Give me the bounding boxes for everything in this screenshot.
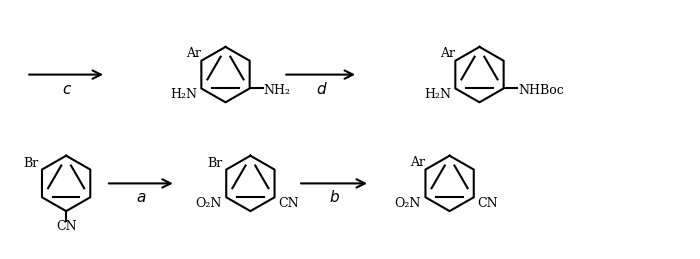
Text: c: c (62, 82, 70, 97)
Text: Ar: Ar (440, 47, 455, 60)
Text: Br: Br (208, 157, 223, 170)
Text: CN: CN (278, 197, 299, 210)
Text: O₂N: O₂N (195, 197, 221, 210)
Text: CN: CN (477, 197, 498, 210)
Text: a: a (136, 190, 146, 205)
Text: H₂N: H₂N (170, 88, 197, 101)
Text: Ar: Ar (410, 156, 425, 169)
Text: Br: Br (23, 157, 38, 170)
Text: H₂N: H₂N (424, 88, 451, 101)
Text: NHBoc: NHBoc (519, 84, 564, 97)
Text: d: d (316, 82, 326, 97)
Text: Ar: Ar (186, 47, 201, 60)
Text: NH₂: NH₂ (263, 84, 290, 97)
Text: b: b (329, 190, 339, 205)
Text: CN: CN (56, 220, 76, 233)
Text: O₂N: O₂N (394, 197, 421, 210)
